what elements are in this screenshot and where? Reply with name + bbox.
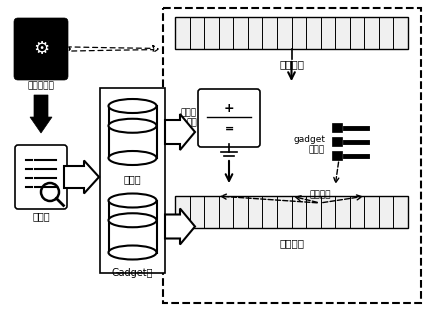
Text: 预备区域: 预备区域	[279, 59, 304, 69]
Text: Gadget表: Gadget表	[112, 268, 153, 278]
Bar	[100, 88, 165, 273]
Ellipse shape	[108, 119, 157, 133]
Ellipse shape	[108, 193, 157, 207]
Bar	[332, 137, 342, 146]
Polygon shape	[64, 160, 99, 193]
Text: 函数表: 函数表	[124, 174, 141, 184]
Text: 卸载函数: 卸载函数	[309, 191, 331, 199]
Text: +: +	[224, 101, 234, 114]
Text: 地址校
验器: 地址校 验器	[181, 108, 197, 128]
Ellipse shape	[108, 245, 157, 259]
Bar	[108, 99, 157, 158]
FancyBboxPatch shape	[14, 18, 68, 80]
Text: ⚙: ⚙	[33, 40, 49, 58]
Ellipse shape	[108, 213, 157, 227]
Text: 解析器: 解析器	[32, 211, 50, 221]
Polygon shape	[165, 208, 195, 244]
Text: 二进制文件: 二进制文件	[28, 81, 55, 90]
Ellipse shape	[108, 151, 157, 165]
Bar	[108, 193, 157, 253]
Bar	[332, 151, 342, 160]
Ellipse shape	[108, 99, 157, 113]
Text: =: =	[224, 124, 233, 134]
Bar	[175, 17, 408, 49]
Bar	[175, 196, 408, 228]
FancyBboxPatch shape	[198, 89, 260, 147]
Polygon shape	[165, 114, 195, 150]
Polygon shape	[30, 95, 52, 133]
Text: 执行区域: 执行区域	[279, 238, 304, 248]
Bar	[332, 123, 342, 132]
Bar	[163, 8, 421, 303]
Text: gadget
监视器: gadget 监视器	[293, 135, 325, 154]
FancyBboxPatch shape	[15, 145, 67, 209]
